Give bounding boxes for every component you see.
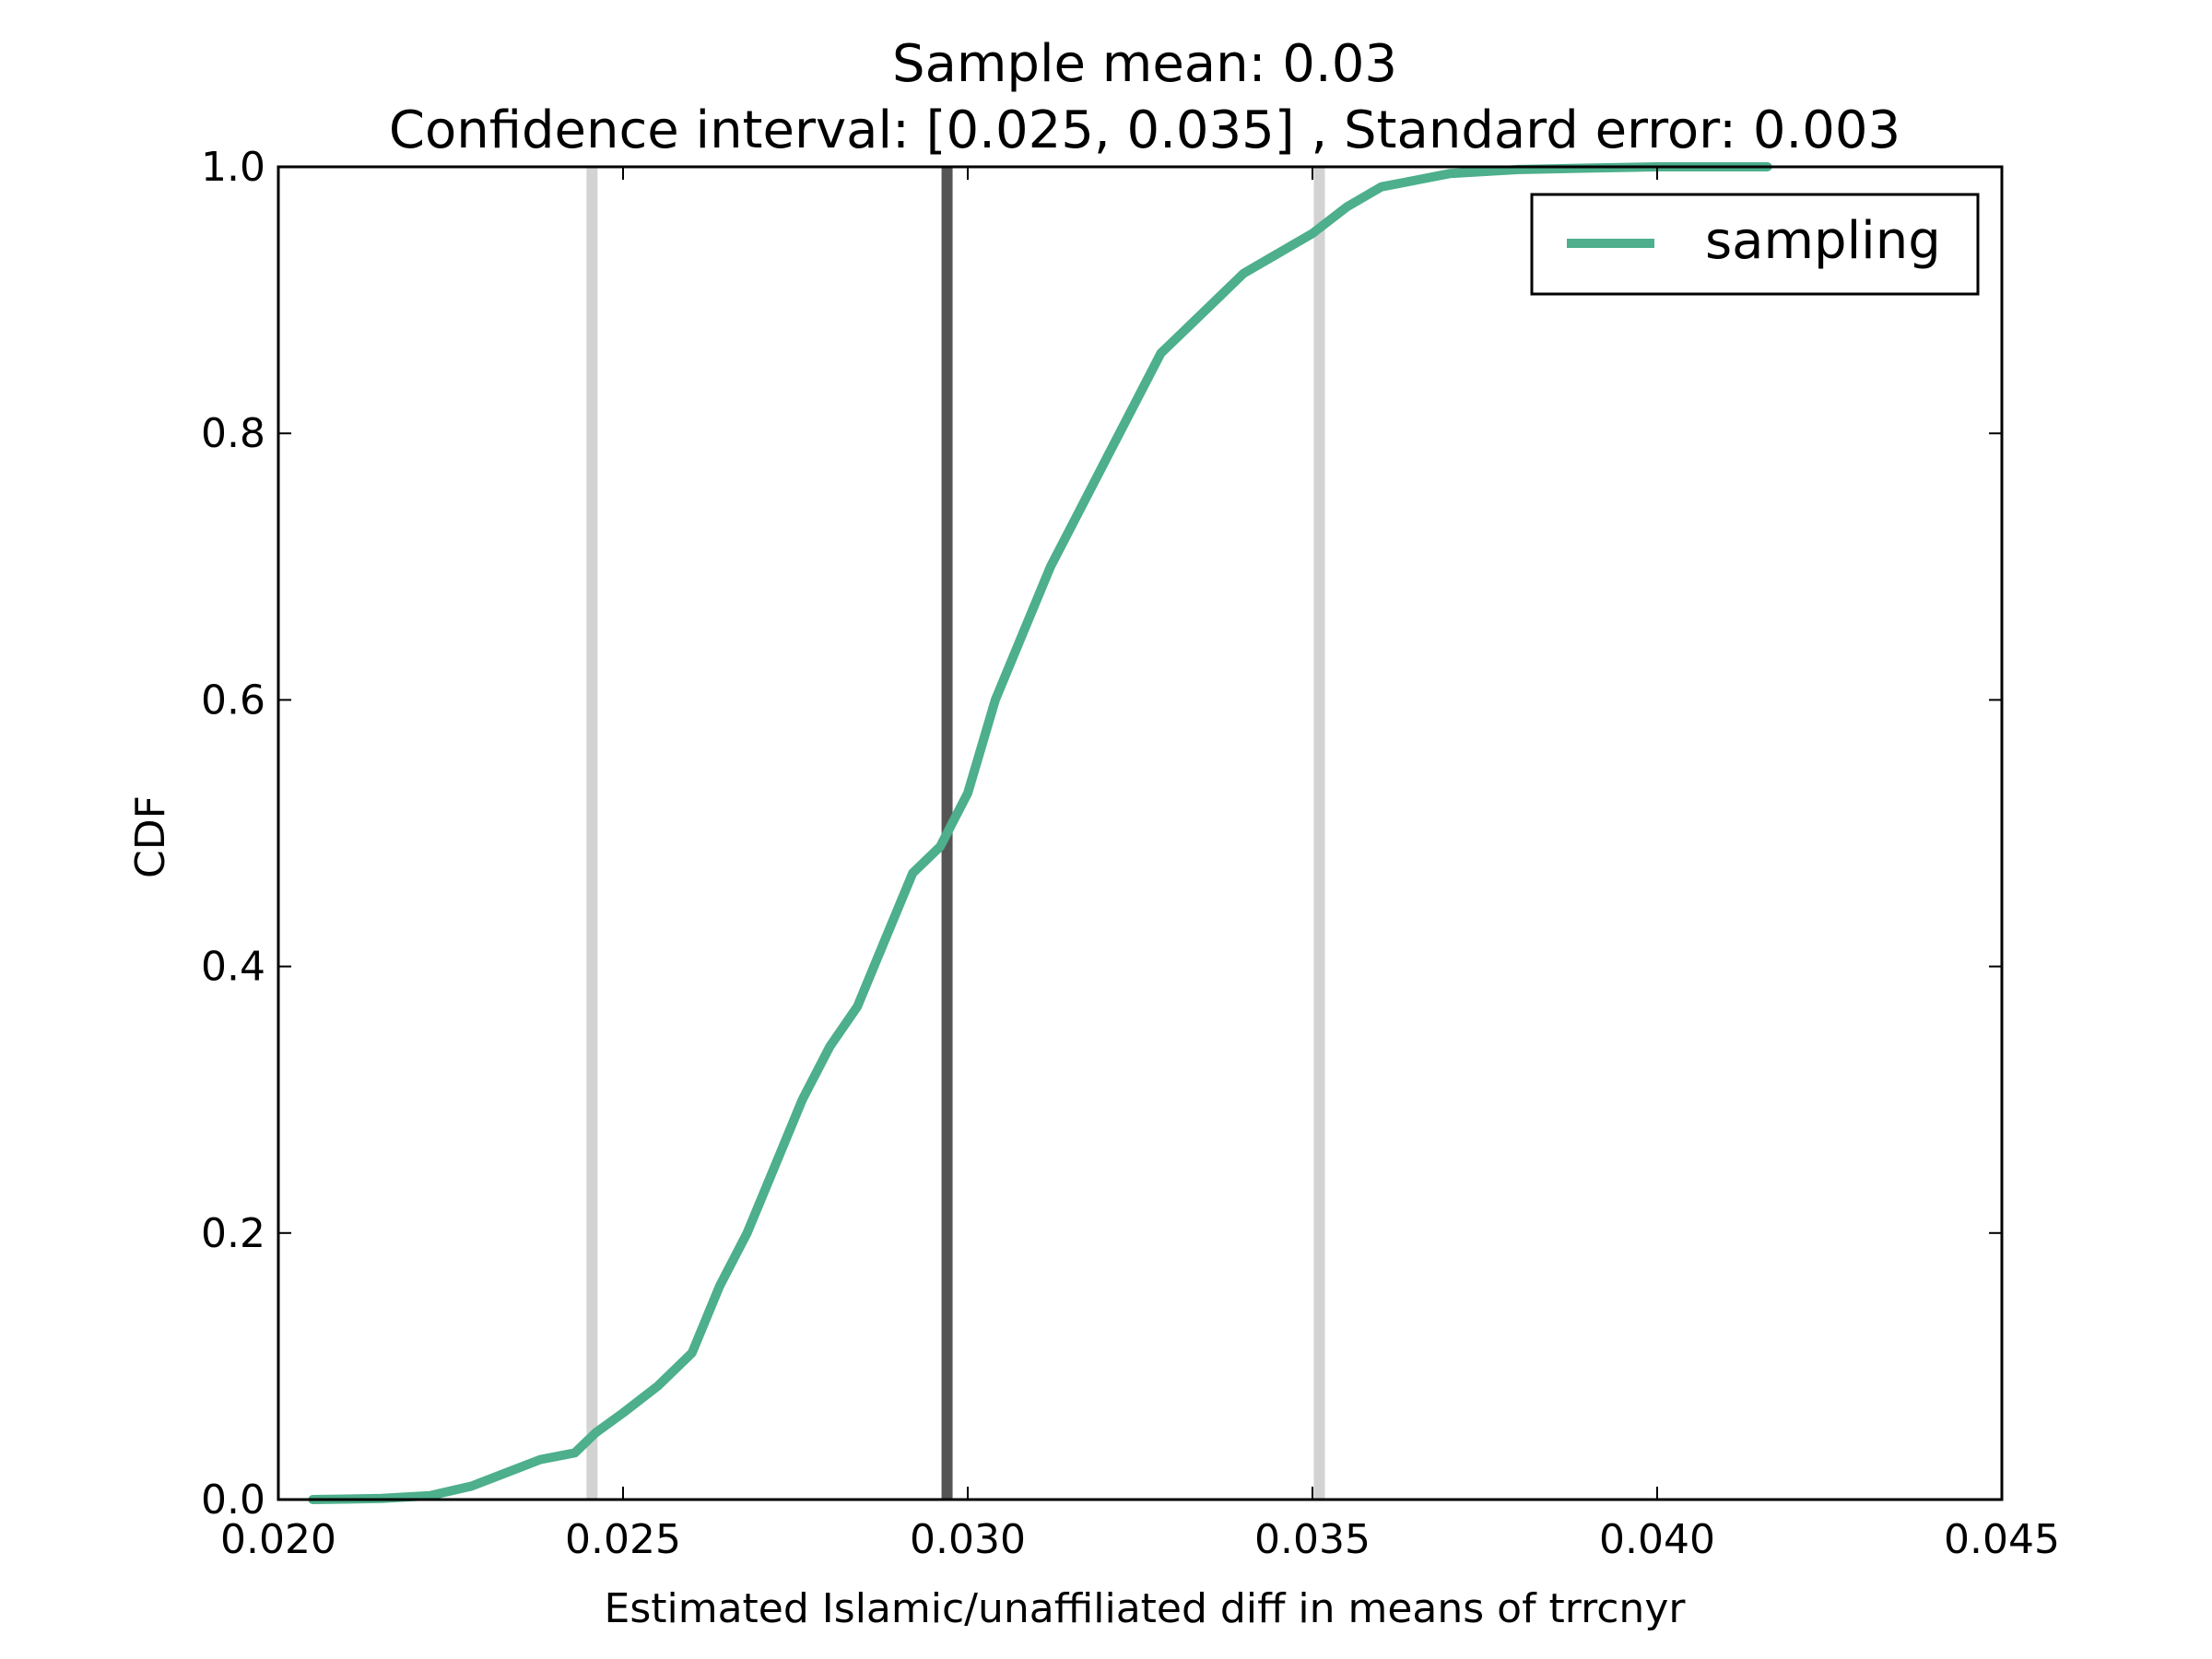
y-tick-label: 0.8 xyxy=(201,410,265,457)
y-tick-label: 0.2 xyxy=(201,1210,265,1257)
y-tick-label: 0.4 xyxy=(201,944,265,991)
y-tick-label: 0.0 xyxy=(201,1477,265,1524)
y-tick-label: 1.0 xyxy=(201,144,265,191)
x-axis-label: Estimated Islamic/unaffiliated diff in m… xyxy=(605,1585,1687,1632)
y-tick-label: 0.6 xyxy=(201,677,265,724)
chart-title: Sample mean: 0.03 xyxy=(892,34,1397,94)
plot-area: 0.020 0.025 0.030 0.035 0.040 0.045 0.0 0.2 0.4 0… xyxy=(201,144,2060,1563)
legend-label-sampling: sampling xyxy=(1705,211,1941,271)
axes-frame xyxy=(276,165,2004,1501)
x-tick-label: 0.035 xyxy=(1254,1516,1371,1563)
x-tick-label: 0.040 xyxy=(1599,1516,1715,1563)
legend: sampling xyxy=(1530,193,1980,296)
x-tick-label: 0.030 xyxy=(910,1516,1026,1563)
series-line-sampling xyxy=(308,162,1772,1504)
x-tick-label: 0.025 xyxy=(565,1516,681,1563)
chart-subtitle: Confidence interval: [0.025, 0.035] , St… xyxy=(389,100,1900,160)
x-tick-label: 0.045 xyxy=(1944,1516,2060,1563)
y-axis-label: CDF xyxy=(127,795,174,878)
x-tick-label: 0.020 xyxy=(220,1516,336,1563)
